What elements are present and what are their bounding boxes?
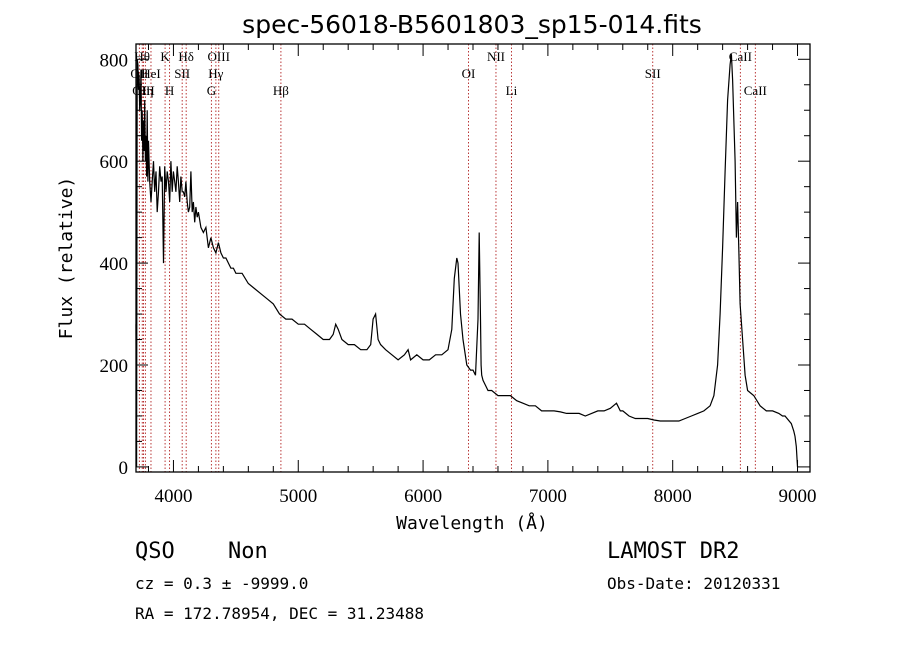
line-label: CaII	[744, 83, 767, 98]
y-tick-label: 200	[100, 356, 129, 377]
x-axis-ticks: 4000 5000 6000 7000 8000 9000	[147, 44, 817, 507]
line-label: Hβ	[273, 83, 289, 98]
line-label: SII	[645, 66, 661, 81]
x-axis-title: Wavelength (Å)	[396, 512, 548, 534]
x-tick-label: 4000	[154, 486, 192, 507]
x-tick-label: 9000	[779, 486, 817, 507]
line-label: H	[165, 83, 174, 98]
survey-name: LAMOST DR2	[607, 539, 739, 564]
plot-frame	[135, 43, 811, 473]
line-label: K	[160, 49, 170, 64]
coordinates: RA = 172.78954, DEC = 31.23488	[135, 604, 424, 623]
line-label: OI	[462, 66, 476, 81]
x-tick-label: 7000	[529, 486, 567, 507]
line-label: OII	[130, 66, 148, 81]
line-label: Hθ	[134, 49, 150, 64]
line-label: CaII	[729, 49, 752, 64]
y-tick-label: 400	[100, 254, 129, 275]
obs-date: Obs-Date: 20120331	[607, 574, 780, 593]
line-label: Hδ	[178, 49, 194, 64]
object-subclass: Non	[228, 539, 268, 564]
line-label: HeI	[141, 66, 161, 81]
y-tick-label: 800	[100, 50, 129, 71]
line-label: SII	[174, 66, 190, 81]
x-tick-label: 6000	[404, 486, 442, 507]
line-label: Hγ	[208, 66, 223, 81]
object-class: QSO	[135, 539, 175, 564]
spectrum-series-line	[135, 54, 799, 467]
line-label: G	[207, 83, 216, 98]
line-label: Li	[506, 83, 518, 98]
y-axis-title: Flux (relative)	[56, 177, 77, 340]
line-markers	[138, 44, 756, 472]
line-label: NII	[487, 49, 505, 64]
x-tick-label: 5000	[279, 486, 317, 507]
redshift-cz: cz = 0.3 ± -9999.0	[135, 574, 308, 593]
y-tick-label: 600	[100, 152, 129, 173]
y-tick-label: 0	[119, 458, 129, 479]
line-label: OIII	[208, 49, 230, 64]
chart-title: spec-56018-B5601803_sp15-014.fits	[242, 10, 702, 39]
x-tick-label: 8000	[654, 486, 692, 507]
y-axis-ticks: 0 200 400 600 800	[100, 50, 810, 479]
